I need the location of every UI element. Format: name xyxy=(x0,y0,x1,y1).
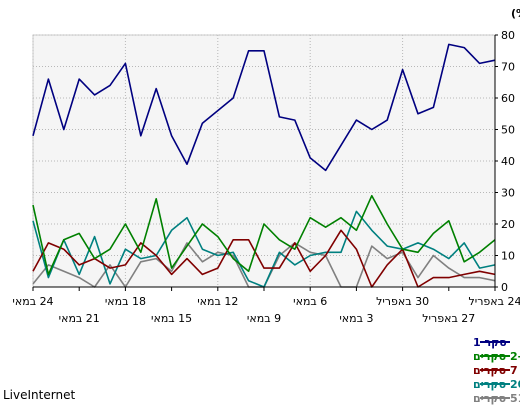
y-tick-label: 60 xyxy=(501,92,515,105)
y-tick-label: 20 xyxy=(501,218,515,231)
legend-label: סקר 1 xyxy=(473,336,507,349)
y-tick-label: 70 xyxy=(501,61,515,74)
x-tick-label: 6 במאי xyxy=(293,295,327,308)
legend-label: מ 8 עד 20 סקרים xyxy=(473,378,520,391)
y-axis-label: חלק (%) xyxy=(511,7,520,20)
x-tick-label: 21 במאי xyxy=(59,312,100,325)
series-line-2 xyxy=(32,194,496,276)
watermark: LiveInternet xyxy=(3,388,75,402)
x-tick-label: 18 במאי xyxy=(105,295,146,308)
y-tick-label: 0 xyxy=(501,281,508,294)
y-tick-label: 40 xyxy=(501,155,515,168)
legend-label: 2-3 סקרים xyxy=(473,350,520,363)
x-tick-label: 27 באפריל xyxy=(422,312,475,325)
x-tick-label: 12 במאי xyxy=(197,295,238,308)
y-tick-label: 30 xyxy=(501,187,515,200)
y-tick-label: 50 xyxy=(501,124,515,137)
x-tick-label: 9 במאי xyxy=(247,312,281,325)
legend-label: מ 20 עד 51 סקרים xyxy=(473,392,520,405)
x-tick-label: 24 באפריל xyxy=(469,295,520,308)
legend: סקר 12-3 סקריםמ 4 עד 7 סקריםמ 8 עד 20 סק… xyxy=(473,336,520,405)
x-tick-label: 15 במאי xyxy=(151,312,192,325)
x-tick-label: 24 במאי xyxy=(12,295,53,308)
series-line-1 xyxy=(32,43,496,172)
legend-label: מ 4 עד 7 סקרים xyxy=(473,364,520,377)
y-tick-label: 10 xyxy=(501,250,515,263)
x-ticks: 24 באפריל 30 באפריל 6 במאי 12 במאי 18 במאי 24… xyxy=(12,287,520,325)
x-tick-label: 3 במאי xyxy=(339,312,373,325)
x-tick-label: 30 באפריל xyxy=(376,295,429,308)
y-tick-label: 80 xyxy=(501,29,515,42)
y-ticks: 0 10 20 30 40 50 60 70 80 xyxy=(495,29,515,294)
